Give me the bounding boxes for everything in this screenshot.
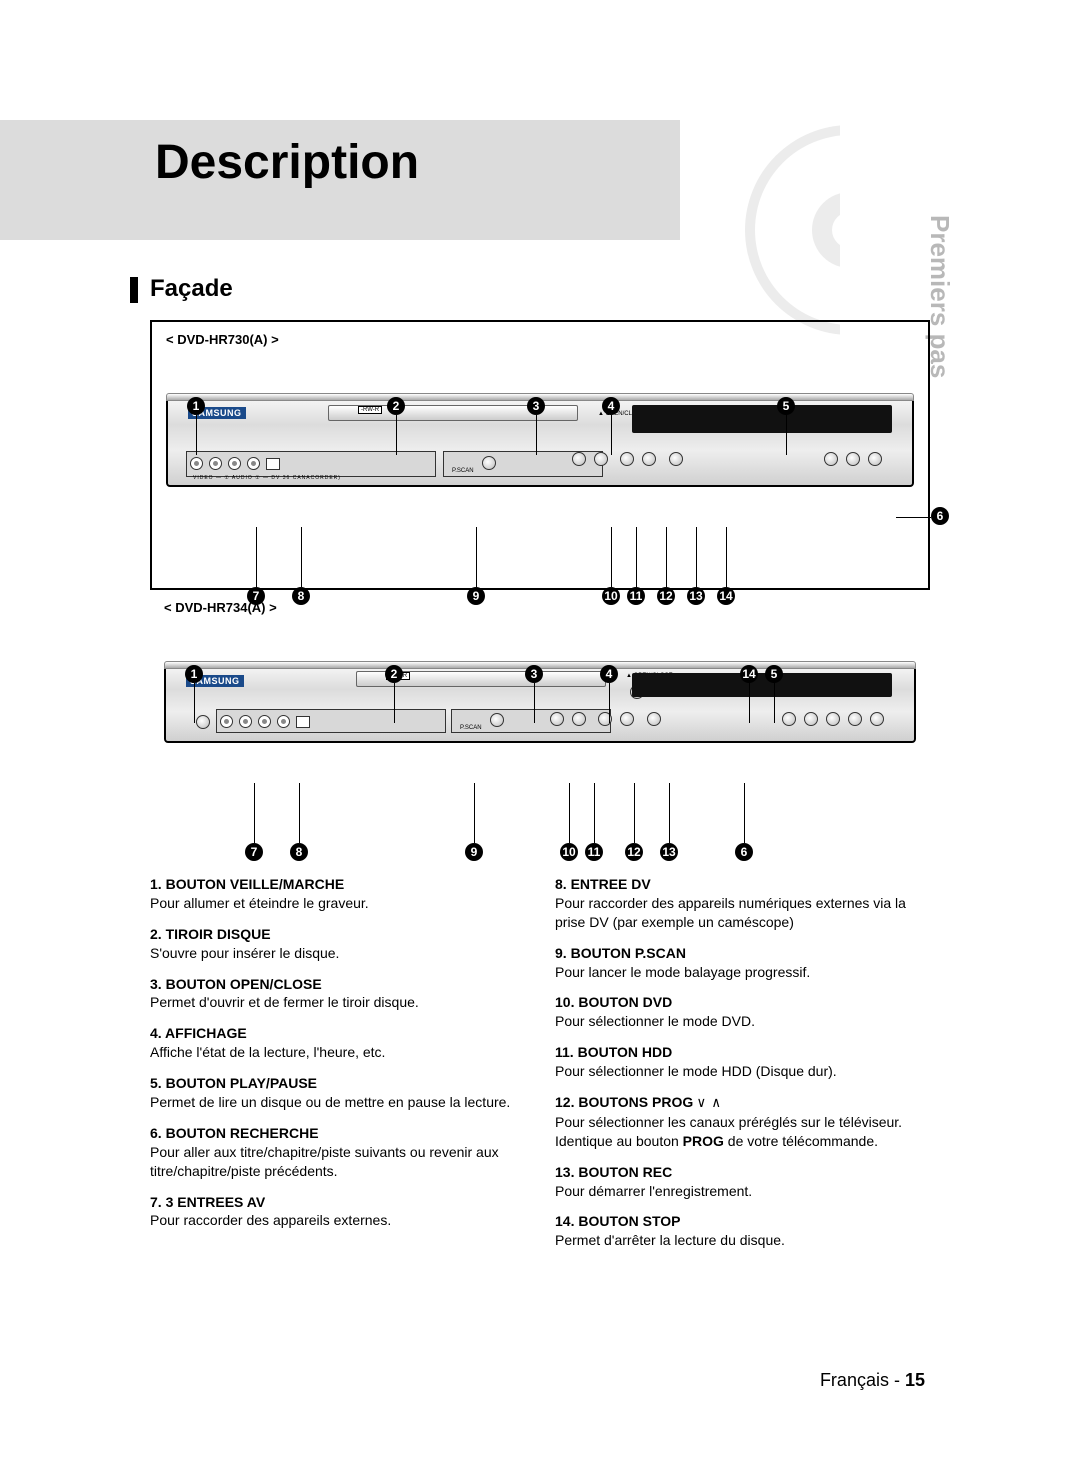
legend: 1. BOUTON VEILLE/MARCHEPour allumer et é…	[150, 875, 930, 1262]
callout-1: 1	[187, 397, 205, 415]
callout-3: 3	[525, 665, 543, 683]
callout-3: 3	[527, 397, 545, 415]
callout-1: 1	[185, 665, 203, 683]
callout-13: 13	[660, 843, 678, 861]
callout-2: 2	[385, 665, 403, 683]
footer-lang: Français	[820, 1370, 889, 1390]
callout-6: 6	[931, 507, 949, 525]
av-labels: VIDEO — ① AUDIO ① — DV 36 CANACORDER)	[193, 475, 435, 481]
callout-6: 6	[735, 843, 753, 861]
disc-graphic	[730, 120, 950, 340]
model-label-b: < DVD-HR734(A) >	[164, 600, 916, 615]
legend-item: 9. BOUTON P.SCANPour lancer le mode bala…	[555, 944, 930, 982]
power-button	[196, 715, 210, 729]
legend-item: 4. AFFICHAGEAffiche l'état de la lecture…	[150, 1024, 525, 1062]
legend-item: 11. BOUTON HDDPour sélectionner le mode …	[555, 1043, 930, 1081]
diagram-hr734: < DVD-HR734(A) > SAMSUNG -RW-R ▲ OPEN/CL…	[150, 600, 930, 860]
model-label-a: < DVD-HR730(A) >	[166, 332, 914, 347]
section-heading: Façade	[150, 275, 233, 303]
right-buttons	[778, 712, 888, 731]
callout-10: 10	[560, 843, 578, 861]
footer-page-num: 15	[905, 1370, 925, 1390]
callout-9: 9	[465, 843, 483, 861]
callout-12: 12	[625, 843, 643, 861]
callout-8: 8	[290, 843, 308, 861]
legend-item: 1. BOUTON VEILLE/MARCHEPour allumer et é…	[150, 875, 525, 913]
pscan-label: P.SCAN	[460, 725, 482, 731]
section-marker	[130, 277, 138, 303]
callout-5: 5	[777, 397, 795, 415]
lcd-display	[632, 673, 892, 697]
right-buttons	[820, 452, 886, 471]
legend-item: 6. BOUTON RECHERCHEPour aller aux titre/…	[150, 1124, 525, 1181]
lcd-display	[632, 405, 892, 433]
legend-item: 5. BOUTON PLAY/PAUSEPermet de lire un di…	[150, 1074, 525, 1112]
legend-right-col: 8. ENTREE DVPour raccorder des appareils…	[555, 875, 930, 1262]
callout-5: 5	[765, 665, 783, 683]
callout-4: 4	[602, 397, 620, 415]
av-panel: VIDEO — ① AUDIO ① — DV 36 CANACORDER)	[186, 451, 436, 477]
legend-item: 8. ENTREE DVPour raccorder des appareils…	[555, 875, 930, 932]
callout-7: 7	[245, 843, 263, 861]
page-footer: Français - 15	[820, 1370, 925, 1391]
page-title: Description	[155, 135, 419, 190]
legend-item: 13. BOUTON RECPour démarrer l'enregistre…	[555, 1163, 930, 1201]
callout-11: 11	[585, 843, 603, 861]
legend-item: 12. BOUTONS PROG ∨ ∧Pour sélectionner le…	[555, 1093, 930, 1151]
legend-item: 2. TIROIR DISQUES'ouvre pour insérer le …	[150, 925, 525, 963]
av-panel	[216, 709, 446, 733]
legend-item: 14. BOUTON STOPPermet d'arrêter la lectu…	[555, 1212, 930, 1250]
legend-left-col: 1. BOUTON VEILLE/MARCHEPour allumer et é…	[150, 875, 525, 1262]
mid-buttons	[546, 712, 665, 731]
callout-2: 2	[387, 397, 405, 415]
legend-item: 10. BOUTON DVDPour sélectionner le mode …	[555, 993, 930, 1031]
callout-4: 4	[600, 665, 618, 683]
legend-item: 3. BOUTON OPEN/CLOSEPermet d'ouvrir et d…	[150, 975, 525, 1013]
diagram-hr730: < DVD-HR730(A) > SAMSUNG -RW-R ▲ OPEN/CL…	[150, 320, 930, 590]
pscan-label: P.SCAN	[452, 468, 474, 474]
callout-14: 14	[740, 665, 758, 683]
tray-badge: -RW-R	[358, 406, 382, 414]
legend-item: 7. 3 ENTREES AVPour raccorder des appare…	[150, 1193, 525, 1231]
mid-buttons	[568, 452, 687, 471]
